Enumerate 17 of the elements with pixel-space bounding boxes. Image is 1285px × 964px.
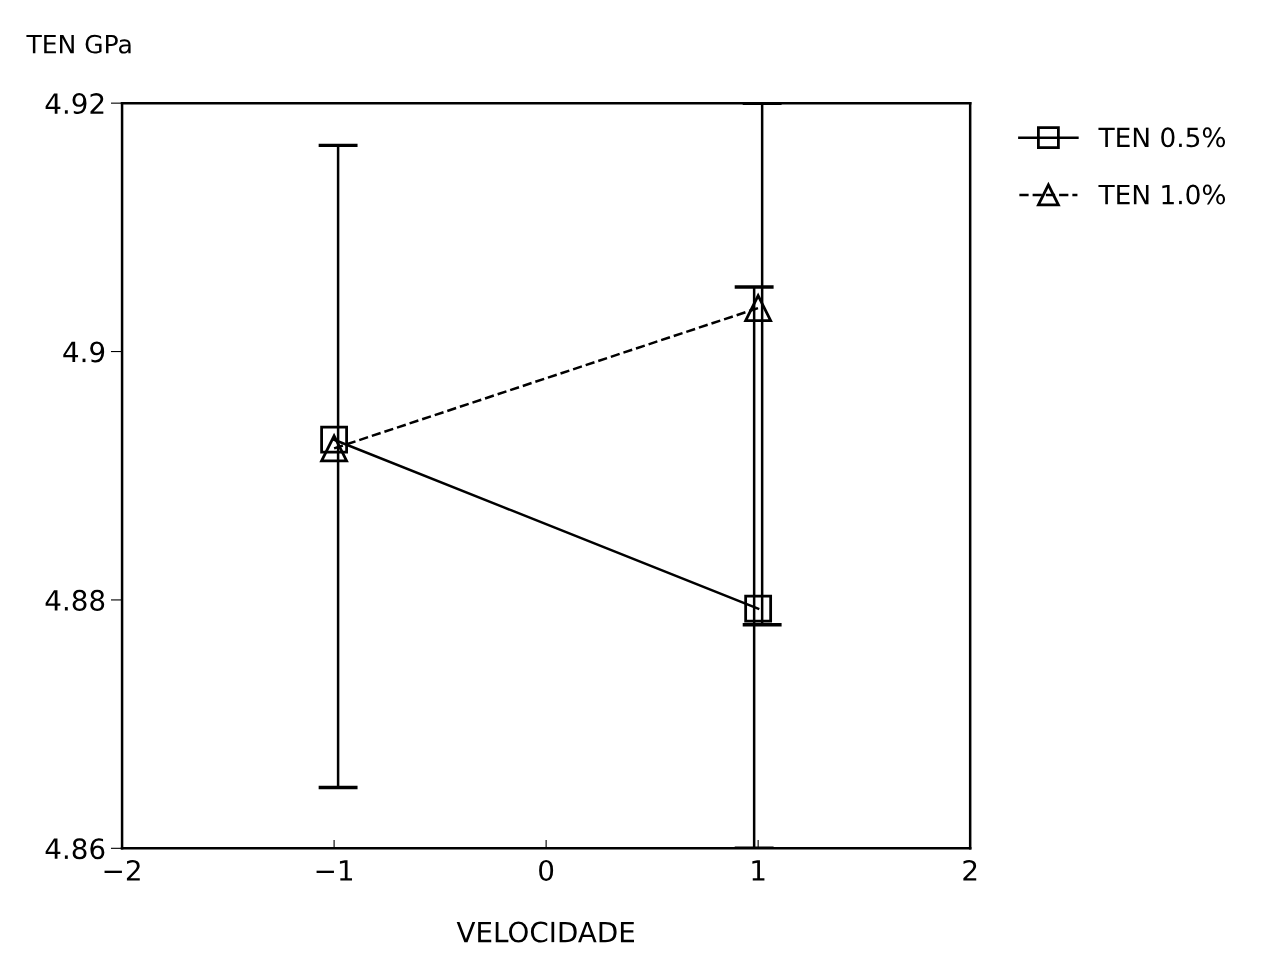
x-tick-label: −1 bbox=[316, 860, 353, 881]
y-tick-label: 4.86 bbox=[45, 838, 105, 860]
point bbox=[744, 294, 773, 322]
x-tick-label: 1 bbox=[752, 860, 765, 881]
legend-label: TEN 0.5% bbox=[1098, 127, 1226, 148]
x-tick-label: −2 bbox=[104, 859, 140, 881]
x-tick-label: 2 bbox=[963, 859, 977, 881]
y-tick-label: 4.88 bbox=[45, 589, 105, 611]
y-tick-label: 4.9 bbox=[63, 341, 105, 363]
y-axis-title: TEN GPa bbox=[26, 34, 131, 54]
y-tick-label: 4.92 bbox=[45, 93, 104, 115]
point bbox=[744, 594, 773, 623]
legend-label: TEN 1.0% bbox=[1098, 184, 1226, 205]
x-axis-title: VELOCIDADE bbox=[456, 921, 634, 943]
x-tick-label: 0 bbox=[539, 859, 554, 881]
point bbox=[319, 432, 349, 463]
point bbox=[320, 425, 348, 454]
